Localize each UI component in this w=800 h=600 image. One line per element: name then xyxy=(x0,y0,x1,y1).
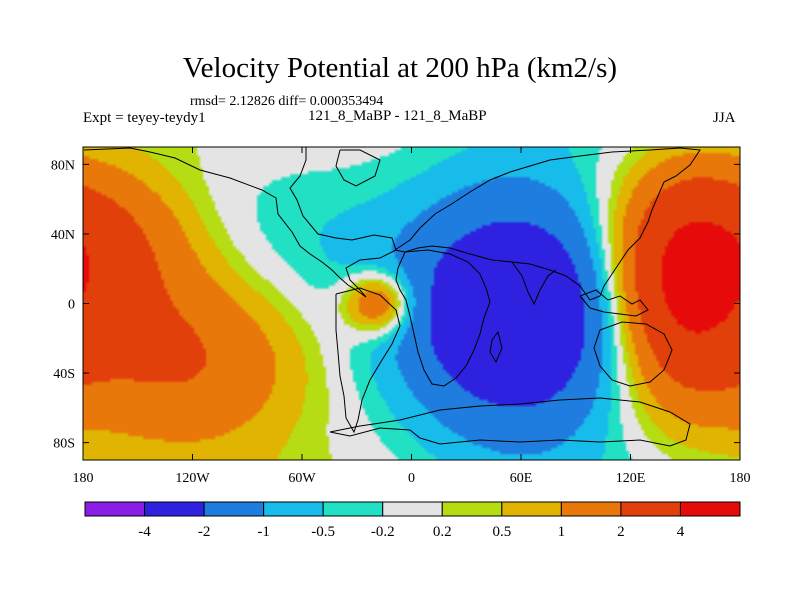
case-label: 121_8_MaBP - 121_8_MaBP xyxy=(308,108,487,124)
experiment-label: Expt = teyey-teydy1 xyxy=(83,110,206,126)
x-tick-label: 120E xyxy=(616,471,646,486)
coastline-greenland xyxy=(335,149,381,187)
x-tick-label: 60E xyxy=(510,471,533,486)
x-tick-label: 180 xyxy=(73,471,94,486)
colorbar-label: 1 xyxy=(558,524,566,540)
y-tick-label: 80S xyxy=(53,437,75,452)
colorbar-label: 2 xyxy=(617,524,625,540)
colorbar-swatch xyxy=(501,501,562,517)
colorbar-swatch xyxy=(382,501,443,517)
y-tick-label: 40N xyxy=(51,228,75,243)
y-tick-label: 80N xyxy=(51,158,75,173)
y-tick-label: 0 xyxy=(68,298,75,313)
coastline-south-america xyxy=(335,287,401,434)
y-axis: 80N 40N 0 40S 80S xyxy=(51,158,740,452)
coastline-madagascar xyxy=(489,330,503,364)
velocity-potential-field xyxy=(83,147,740,460)
colorbar-swatch xyxy=(620,501,681,517)
colorbar-swatch xyxy=(144,501,205,517)
colorbar-label: -2 xyxy=(198,524,211,540)
coastline-eurasia xyxy=(394,147,701,301)
colorbar-label: -0.5 xyxy=(311,524,335,540)
season-label: JJA xyxy=(713,110,736,126)
coastline-australia xyxy=(593,321,673,387)
chart-title: Velocity Potential at 200 hPa (km2/s) xyxy=(182,52,618,84)
coastline-africa xyxy=(395,249,491,387)
coastline-maritime-continent xyxy=(579,289,649,317)
colorbar: -4 -2 -1 -0.5 -0.2 0.2 0.5 1 2 4 xyxy=(84,501,741,540)
coastline-north-america xyxy=(83,147,397,298)
colorbar-swatch xyxy=(322,501,384,517)
colorbar-label: -0.2 xyxy=(371,524,395,540)
colorbar-label: 4 xyxy=(677,524,685,540)
colorbar-swatch xyxy=(203,501,265,517)
colorbar-label: -1 xyxy=(257,524,270,540)
x-tick-label: 180 xyxy=(730,471,751,486)
x-tick-label: 120W xyxy=(175,471,210,486)
x-tick-label: 60W xyxy=(288,471,316,486)
x-tick-label: 0 xyxy=(408,471,415,486)
stats-label: rmsd= 2.12826 diff= 0.000353494 xyxy=(190,94,384,109)
colorbar-swatch xyxy=(560,501,622,517)
x-axis: 180 120W 60W 0 60E 120E 180 xyxy=(73,147,751,486)
coastline-group xyxy=(83,147,701,447)
colorbar-label: 0.2 xyxy=(433,524,452,540)
colorbar-label: -4 xyxy=(138,524,151,540)
y-tick-label: 40S xyxy=(53,367,75,382)
coastline-antarctica xyxy=(329,397,691,447)
colorbar-swatch xyxy=(84,501,146,517)
colorbar-swatch xyxy=(679,501,741,517)
colorbar-label: 0.5 xyxy=(492,524,511,540)
colorbar-swatch xyxy=(441,501,503,517)
coastline-india xyxy=(511,261,557,306)
colorbar-swatch xyxy=(263,501,324,517)
